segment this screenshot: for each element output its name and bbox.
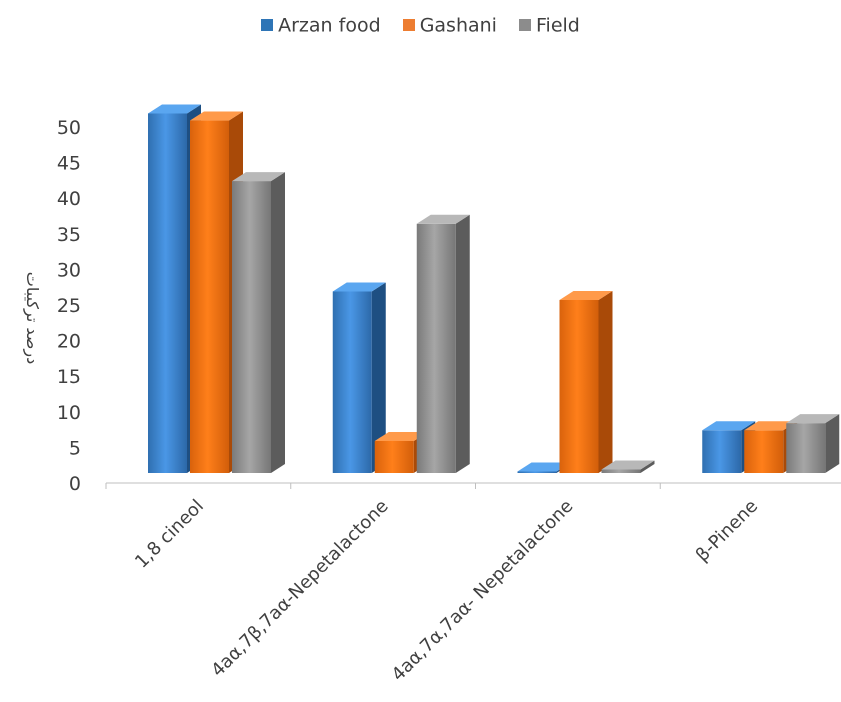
y-tick-label: 40	[57, 188, 81, 210]
y-tick-label: 50	[57, 117, 81, 139]
bar-field-4-side	[825, 414, 840, 473]
x-tick-label: 4aα,7β,7aα-Nepetalactone	[207, 496, 392, 681]
bar-field-2-top	[416, 214, 470, 224]
legend-label: Gashani	[419, 14, 497, 37]
bar-arzan-food-1-top	[148, 104, 201, 114]
legend-label: Arzan food	[278, 14, 381, 37]
bar-arzan-food-4-top	[702, 421, 756, 431]
bar-field-4-front	[786, 423, 826, 473]
bar-gashani-1-top	[190, 111, 243, 121]
bar-arzan-food-2	[332, 282, 386, 473]
bar-field-2	[416, 214, 470, 474]
bar-arzan-food-3-front	[517, 471, 557, 473]
y-tick-label: 5	[69, 437, 81, 459]
bar-field-1-top	[232, 172, 285, 182]
y-tick-label: 35	[57, 224, 81, 246]
bar-gashani-3	[559, 290, 613, 473]
bar-field-3-side	[640, 460, 655, 473]
bar-gashani-2-front	[374, 440, 414, 473]
bar-gashani-3-front	[559, 299, 599, 473]
y-tick-label: 10	[57, 402, 81, 424]
y-tick-label: 0	[69, 473, 81, 495]
chart-labels: 0 5 10 15 20 25 30 35 40 45 50 درصد ترکیبات 1,8 cine…	[22, 117, 762, 685]
bar-field-4-top	[786, 414, 840, 424]
bar-gashani-1-front	[190, 120, 229, 473]
x-tick-label: 4aα,7α,7aα- Nepetalactone	[388, 496, 578, 686]
legend-item-arzan-food: Arzan food	[261, 14, 381, 37]
y-tick-label: 45	[57, 153, 81, 175]
y-tick-label: 20	[57, 331, 81, 353]
bar-arzan-food-2-front	[332, 291, 372, 473]
bar-field-1-front	[232, 181, 271, 473]
legend-swatch-gashani	[402, 18, 415, 31]
bar-arzan-food-2-side	[371, 282, 386, 473]
bar-arzan-food-4-front	[702, 430, 742, 473]
legend-item-gashani: Gashani	[402, 14, 497, 37]
legend-swatch-arzan-food	[261, 18, 274, 31]
bar-arzan-food-1-front	[148, 113, 187, 473]
chart-axes	[105, 482, 841, 489]
bar-field-1-side	[271, 172, 285, 473]
bar-arzan-food-2-top	[332, 282, 386, 292]
bar-field-2-side	[455, 214, 470, 474]
y-tick-label: 25	[57, 295, 81, 317]
x-tick-label: β-Pinene	[692, 496, 762, 566]
bar-field-3-top	[601, 460, 655, 470]
bar-gashani-2-top	[374, 431, 428, 441]
bar-gashani-3-side	[598, 290, 613, 473]
x-tick-label: 1,8 cineol	[131, 496, 208, 573]
chart-bars	[148, 104, 840, 474]
bar-gashani-4-front	[744, 430, 784, 473]
bar-arzan-food-3-top	[517, 462, 571, 472]
chart-legend: Arzan food Gashani Field	[0, 14, 841, 37]
bar-field-1	[232, 172, 285, 473]
bar-field-4	[786, 414, 840, 473]
y-axis-title: درصد ترکیبات	[22, 272, 42, 364]
y-tick-label: 15	[57, 366, 81, 388]
bar-field-2-front	[416, 223, 456, 473]
bar-gashani-4-top	[744, 421, 798, 431]
legend-item-field: Field	[519, 14, 580, 37]
legend-label: Field	[536, 14, 580, 37]
bar-field-3	[601, 460, 655, 473]
bar-gashani-3-top	[559, 290, 613, 300]
legend-swatch-field	[519, 18, 532, 31]
bar-field-3-front	[601, 469, 641, 473]
y-tick-label: 30	[57, 259, 81, 281]
